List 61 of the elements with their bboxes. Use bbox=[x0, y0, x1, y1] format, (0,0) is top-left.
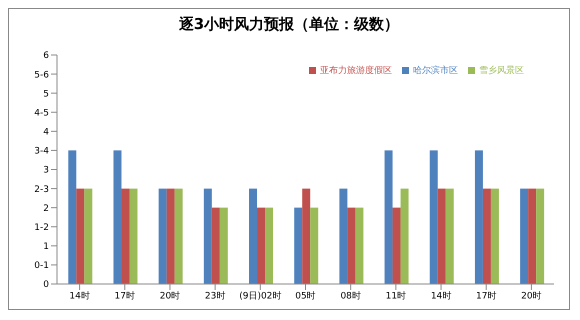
bar bbox=[482, 188, 491, 284]
bar bbox=[446, 188, 454, 284]
bar bbox=[355, 208, 364, 284]
bar bbox=[76, 188, 84, 284]
bar bbox=[204, 188, 212, 284]
bar bbox=[384, 150, 393, 284]
legend-label: 哈尔滨市区 bbox=[413, 66, 458, 76]
y-tick-label: 2-3 bbox=[34, 184, 49, 195]
bar bbox=[121, 188, 130, 284]
bar bbox=[158, 188, 167, 284]
y-tick-label: 3 bbox=[43, 166, 49, 176]
x-tick-label: 20时 bbox=[521, 290, 542, 302]
bar bbox=[113, 150, 122, 284]
y-tick-label: 6 bbox=[43, 51, 50, 62]
x-tick-label: 05时 bbox=[295, 290, 316, 302]
bar bbox=[310, 208, 318, 284]
y-tick-label: 5 bbox=[43, 89, 49, 100]
bar bbox=[302, 188, 310, 284]
y-tick-label: 0-1 bbox=[34, 261, 49, 272]
bar bbox=[528, 188, 536, 284]
x-tick-label: 20时 bbox=[160, 290, 180, 302]
bar bbox=[265, 208, 274, 284]
x-tick-label: 23时 bbox=[204, 290, 226, 302]
x-tick-label: 08时 bbox=[340, 290, 361, 302]
bar bbox=[392, 208, 401, 284]
bar bbox=[474, 150, 483, 284]
bar bbox=[536, 188, 544, 284]
x-tick-label: 11时 bbox=[386, 290, 406, 302]
bar bbox=[430, 150, 438, 284]
x-tick-label: 17时 bbox=[476, 290, 496, 302]
x-tick-label: 14时 bbox=[69, 290, 90, 302]
x-tick-label: 17时 bbox=[114, 290, 135, 302]
bar bbox=[249, 188, 258, 284]
bar bbox=[438, 188, 446, 284]
bar bbox=[84, 188, 92, 284]
bar bbox=[166, 188, 175, 284]
y-tick-label: 4 bbox=[43, 128, 50, 138]
legend-label: 雪乡风景区 bbox=[479, 66, 524, 76]
y-tick-label: 5-6 bbox=[34, 70, 50, 80]
y-tick-label: 1 bbox=[43, 242, 49, 252]
y-tick-label: 1-2 bbox=[34, 222, 49, 233]
bar bbox=[520, 188, 528, 284]
y-tick-label: 0 bbox=[43, 280, 50, 290]
x-tick-label: (9日)02时 bbox=[239, 290, 282, 302]
bar bbox=[400, 188, 409, 284]
bar bbox=[490, 188, 499, 284]
y-tick-label: 4-5 bbox=[34, 108, 49, 118]
bar bbox=[339, 188, 348, 284]
bar bbox=[294, 208, 302, 284]
y-tick-label: 2 bbox=[43, 204, 49, 214]
bar bbox=[174, 188, 183, 284]
legend-label: 亚布力旅游度假区 bbox=[320, 66, 392, 76]
bar bbox=[129, 188, 138, 284]
x-tick-label: 14时 bbox=[430, 290, 452, 302]
bar bbox=[212, 208, 220, 284]
bar bbox=[220, 208, 228, 284]
y-tick-label: 3-4 bbox=[34, 146, 50, 157]
chart-title: 逐3小时风力预报（单位：级数） bbox=[178, 15, 400, 34]
bar bbox=[257, 208, 266, 284]
bar bbox=[347, 208, 356, 284]
bar bbox=[68, 150, 76, 284]
